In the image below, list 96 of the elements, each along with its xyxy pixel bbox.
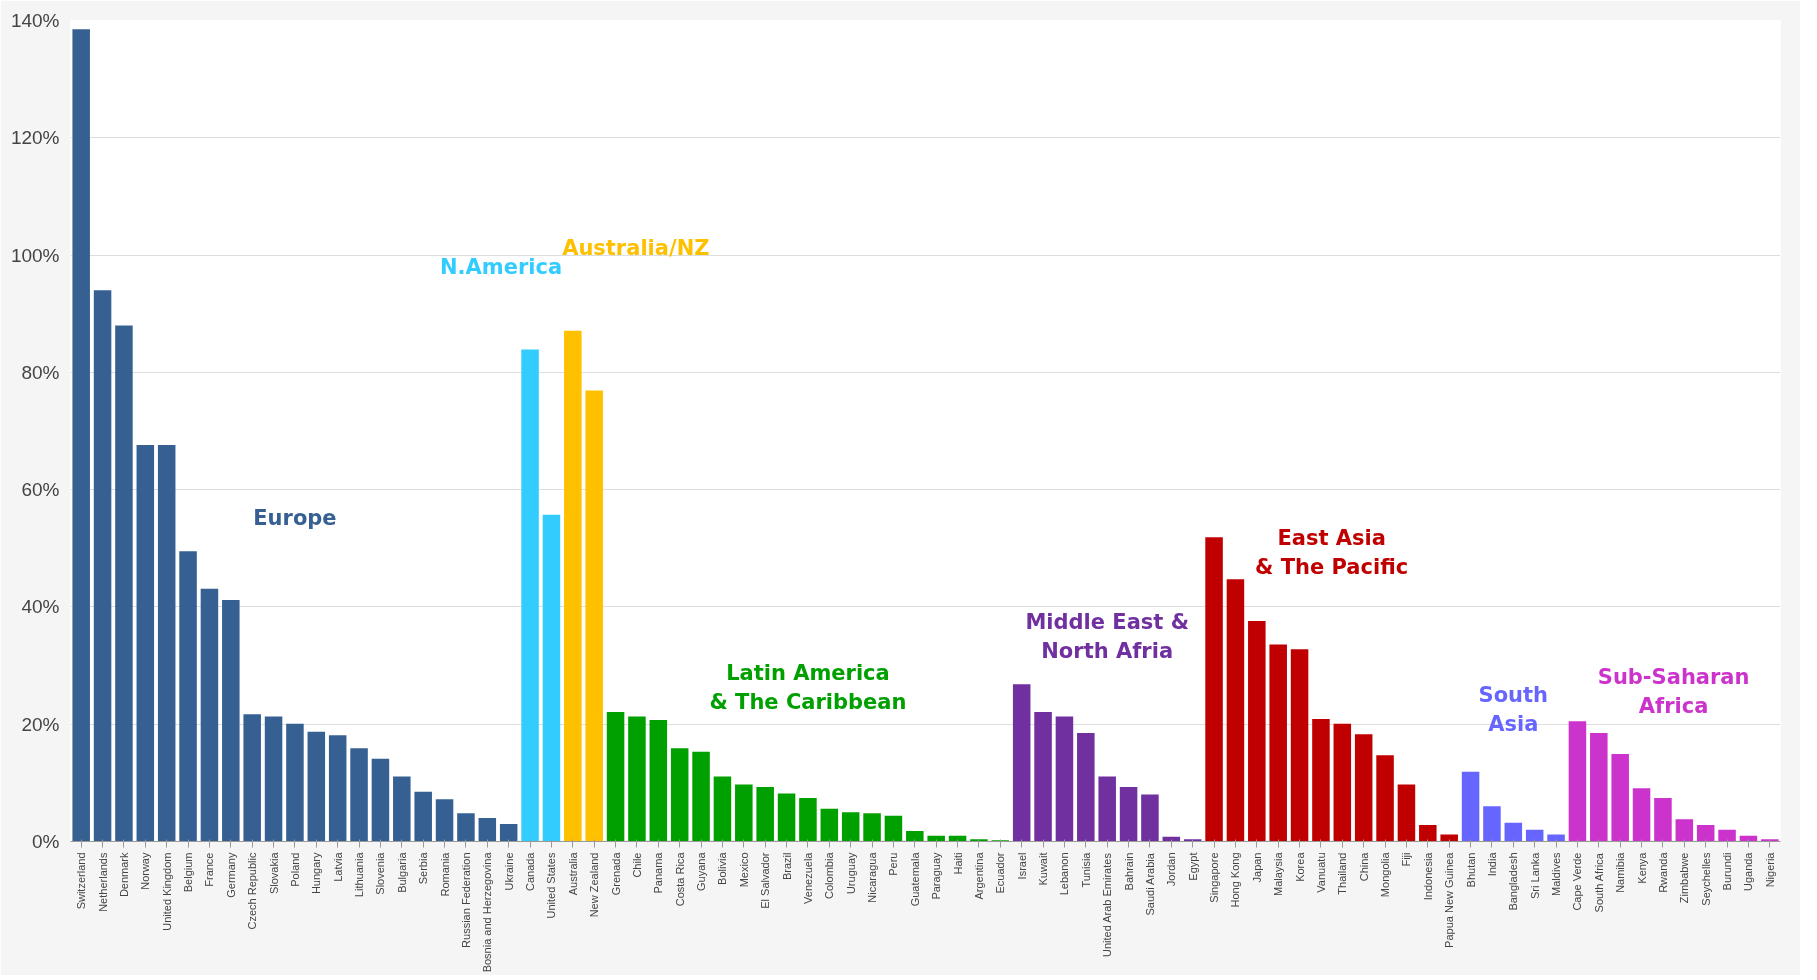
x-tick-label: Norway xyxy=(139,852,152,890)
x-tick-label: Latvia xyxy=(331,851,344,882)
x-tick-label: Jordan xyxy=(1165,852,1178,887)
x-tick-label: Hong Kong xyxy=(1229,852,1242,908)
x-tick-label: New Zealand xyxy=(588,852,601,918)
x-tick-label: Mexico xyxy=(737,852,750,888)
y-tick-label: 40% xyxy=(21,596,60,618)
x-tick-label: Denmark xyxy=(117,852,130,898)
x-tick-label: United States xyxy=(545,852,558,919)
x-tick-label: Brazil xyxy=(780,852,793,881)
series-label: South Asia xyxy=(1478,683,1549,736)
x-tick-label: Vanuatu xyxy=(1314,852,1327,893)
x-tick-label: Papua New Guinea xyxy=(1443,851,1456,948)
x-tick-label: Rwanda xyxy=(1656,851,1669,893)
y-tick-label: 60% xyxy=(21,479,60,501)
x-tick-label: Canada xyxy=(524,851,537,892)
x-tick-label: Singapore xyxy=(1208,852,1221,903)
x-tick-label: Netherlands xyxy=(96,852,109,912)
x-tick-label: Romania xyxy=(438,851,451,897)
x-tick-label: Japan xyxy=(1250,852,1263,883)
y-tick-label: 140% xyxy=(10,10,60,31)
series-label: Sub-Saharan Africa xyxy=(1597,664,1750,718)
x-tick-label: Belgium xyxy=(182,852,195,893)
x-tick-label: United Arab Emirates xyxy=(1101,852,1114,958)
x-tick-label: Thailand xyxy=(1336,852,1349,895)
x-tick-label: Guatemala xyxy=(908,851,921,907)
x-tick-label: El Salvador xyxy=(759,852,772,909)
x-tick-label: Burundi xyxy=(1721,852,1734,891)
x-tick-label: Argentina xyxy=(972,851,985,900)
x-tick-label: Serbia xyxy=(417,851,430,885)
x-tick-label: Czech Republic xyxy=(246,852,259,930)
x-tick-label: Chile xyxy=(630,852,643,878)
x-tick-label: Bosnia and Herzegovina xyxy=(481,851,494,973)
x-tick-label: Namibia xyxy=(1614,851,1627,893)
x-tick-label: Kuwait xyxy=(1037,852,1050,886)
x-tick-label: France xyxy=(203,852,216,887)
y-tick-label: 20% xyxy=(21,713,60,735)
x-tick-label: Switzerland xyxy=(75,852,88,910)
x-tick-label: Korea xyxy=(1293,851,1306,882)
x-tick-label: Colombia xyxy=(823,851,836,899)
x-tick-label: Mongolia xyxy=(1379,851,1392,898)
x-tick-label: Indonesia xyxy=(1421,851,1434,901)
x-tick-label: Haiti xyxy=(951,852,964,875)
x-tick-label: Lithuania xyxy=(353,851,366,898)
x-tick-label: Egypt xyxy=(1186,852,1199,881)
series-label: East Asia & The Pacific xyxy=(1255,525,1409,579)
x-tick-label: Venezuela xyxy=(801,851,814,904)
x-tick-label: Maldives xyxy=(1550,852,1563,896)
x-tick-label: Bulgaria xyxy=(395,851,408,893)
x-tick-label: Bolivia xyxy=(716,851,729,885)
x-tick-label: United Kingdom xyxy=(160,852,173,931)
x-tick-label: Malaysia xyxy=(1272,851,1285,896)
x-tick-label: Nicaragua xyxy=(866,851,879,903)
x-tick-label: Lebanon xyxy=(1058,852,1071,896)
x-tick-label: Cape Verde xyxy=(1571,852,1584,911)
y-tick-label: 100% xyxy=(10,244,60,266)
x-tick-label: Tunisia xyxy=(1079,851,1092,888)
x-tick-label: Sri Lanka xyxy=(1528,851,1541,899)
y-tick-label: 0% xyxy=(32,831,60,852)
x-tick-label: Uganda xyxy=(1742,851,1755,892)
text: N.America xyxy=(440,255,563,280)
x-tick-label: Bahrain xyxy=(1122,852,1135,891)
x-tick-label: Paraguay xyxy=(930,852,943,900)
x-tick-label: Poland xyxy=(288,852,301,887)
y-tick-label: 80% xyxy=(21,361,60,383)
x-tick-label: Uruguay xyxy=(844,852,857,895)
x-tick-label: Peru xyxy=(887,852,900,876)
y-tick-label: 120% xyxy=(10,127,60,149)
series-label: Latin America & The Caribbean xyxy=(709,661,907,715)
text: Europe xyxy=(253,505,337,530)
x-tick-label: Saudi Arabia xyxy=(1143,852,1156,916)
x-tick-label: Bangladesh xyxy=(1507,852,1520,911)
x-tick-label: Guyana xyxy=(695,851,708,892)
x-tick-label: China xyxy=(1357,851,1370,882)
x-tick-label: Hungary xyxy=(310,852,323,895)
x-tick-label: Slovenia xyxy=(374,851,387,895)
x-tick-label: Costa Rica xyxy=(673,851,686,907)
x-tick-label: Australia xyxy=(566,851,579,896)
x-tick-label: Fiji xyxy=(1400,852,1413,867)
x-tick-label: India xyxy=(1485,851,1498,877)
x-tick-label: Nigeria xyxy=(1763,851,1776,888)
x-tick-label: Panama xyxy=(652,851,665,894)
x-tick-label: Zimbabwe xyxy=(1678,852,1691,904)
x-tick-label: Russian Federation xyxy=(459,852,472,948)
x-tick-label: Germany xyxy=(224,852,237,898)
series-label: Middle East & North Afria xyxy=(1025,609,1189,663)
x-tick-label: Ecuador xyxy=(994,852,1007,894)
x-tick-label: Kenya xyxy=(1635,851,1648,884)
x-tick-label: Grenada xyxy=(609,851,622,896)
x-tick-label: Israel xyxy=(1015,852,1028,880)
x-tick-label: Slovakia xyxy=(267,851,280,895)
x-tick-label: Seychelles xyxy=(1699,852,1712,906)
x-tick-label: Bhutan xyxy=(1464,852,1477,888)
text: Australia/NZ xyxy=(562,236,710,261)
x-tick-label: South Africa xyxy=(1592,852,1605,913)
x-tick-label: Ukraine xyxy=(502,852,515,891)
